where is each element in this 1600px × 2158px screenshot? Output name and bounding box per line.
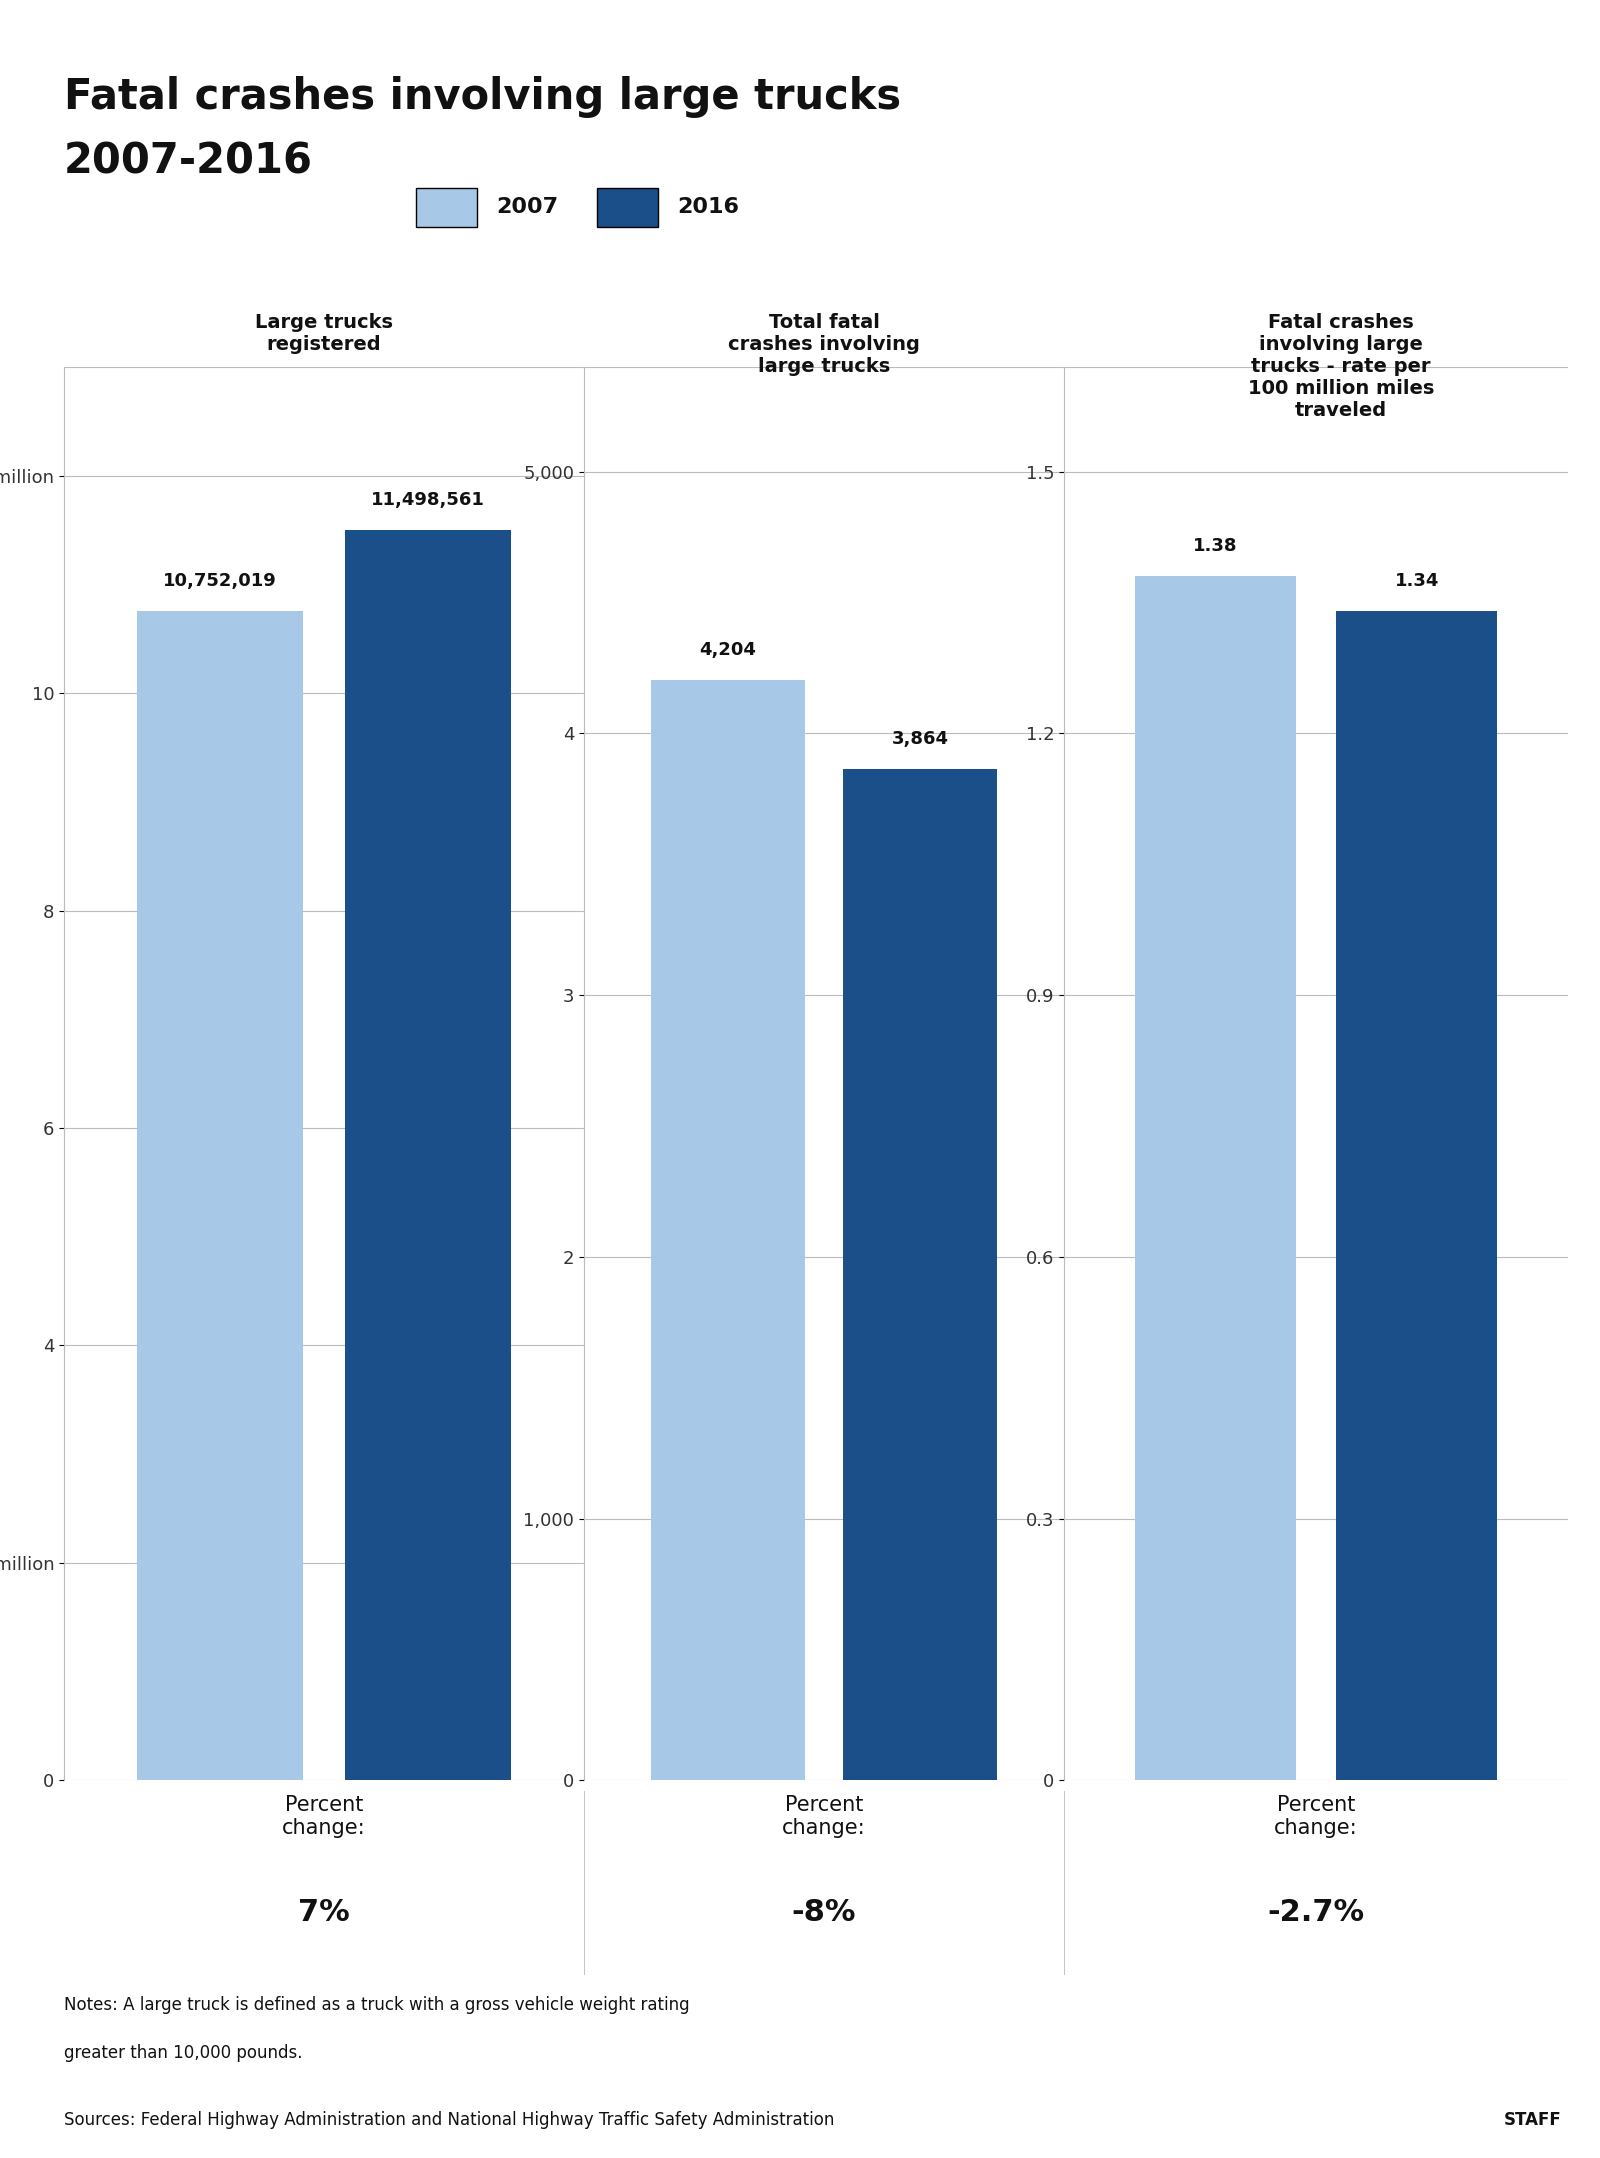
- Text: Fatal crashes
involving large
trucks - rate per
100 million miles
traveled: Fatal crashes involving large trucks - r…: [1248, 313, 1434, 421]
- Text: 11,498,561: 11,498,561: [371, 490, 485, 509]
- Bar: [344, 531, 512, 1780]
- Text: -8%: -8%: [792, 1897, 856, 1927]
- Bar: [1336, 611, 1498, 1780]
- Text: Sources: Federal Highway Administration and National Highway Traffic Safety Admi: Sources: Federal Highway Administration …: [64, 2111, 834, 2128]
- Text: 2007: 2007: [496, 196, 558, 218]
- Text: 10,752,019: 10,752,019: [163, 572, 277, 589]
- Text: Fatal crashes involving large trucks: Fatal crashes involving large trucks: [64, 76, 901, 117]
- Text: 7%: 7%: [298, 1897, 350, 1927]
- Text: 1.34: 1.34: [1395, 572, 1438, 589]
- Bar: [1134, 576, 1296, 1780]
- Text: 1.38: 1.38: [1194, 537, 1237, 555]
- Text: 3,864: 3,864: [891, 729, 949, 747]
- Bar: [138, 611, 304, 1780]
- Text: STAFF: STAFF: [1504, 2111, 1562, 2128]
- Bar: [651, 680, 805, 1780]
- Text: Notes: A large truck is defined as a truck with a gross vehicle weight rating: Notes: A large truck is defined as a tru…: [64, 1996, 690, 2013]
- Bar: [843, 768, 997, 1780]
- Text: Percent
change:: Percent change:: [782, 1795, 866, 1839]
- Text: 4,204: 4,204: [699, 641, 757, 658]
- Text: -2.7%: -2.7%: [1267, 1897, 1365, 1927]
- Text: 2016: 2016: [677, 196, 739, 218]
- Text: Percent
change:: Percent change:: [282, 1795, 366, 1839]
- Text: Large trucks
registered: Large trucks registered: [254, 313, 394, 354]
- Text: 2007-2016: 2007-2016: [64, 140, 314, 181]
- Text: Total fatal
crashes involving
large trucks: Total fatal crashes involving large truc…: [728, 313, 920, 375]
- Text: greater than 10,000 pounds.: greater than 10,000 pounds.: [64, 2044, 302, 2061]
- Text: Percent
change:: Percent change:: [1274, 1795, 1358, 1839]
